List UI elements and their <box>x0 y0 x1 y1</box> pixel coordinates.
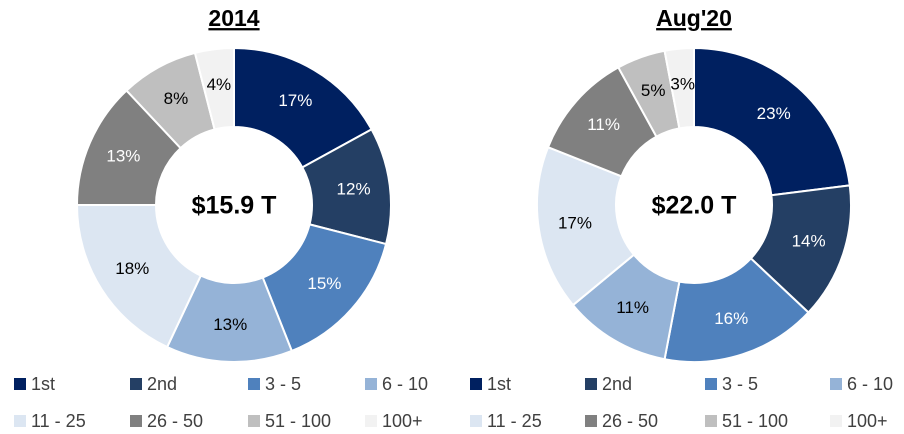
slice-label: 17% <box>278 91 312 110</box>
slice <box>233 46 373 169</box>
slice-label: 17% <box>558 213 592 232</box>
slice <box>693 46 851 197</box>
legend-label: 1st <box>487 374 511 394</box>
slice-label: 23% <box>757 104 791 123</box>
legend-swatch <box>470 378 482 390</box>
legend-label: 6 - 10 <box>847 374 893 394</box>
legend-swatch <box>830 415 842 427</box>
center-label: $22.0 T <box>652 192 737 220</box>
legend-label: 11 - 25 <box>487 411 542 431</box>
slice-label: 16% <box>714 309 748 328</box>
legend-swatch <box>365 415 377 427</box>
legend-swatch <box>585 378 597 390</box>
legend-label: 1st <box>31 374 55 394</box>
slice-label: 8% <box>164 89 189 108</box>
slice-label: 18% <box>115 259 149 278</box>
legend-swatch <box>130 378 142 390</box>
legend-swatch <box>705 378 717 390</box>
legend-swatch <box>365 378 377 390</box>
center-label: $15.9 T <box>192 192 277 220</box>
legend-label: 3 - 5 <box>722 374 758 394</box>
legend-swatch <box>14 415 26 427</box>
slice <box>663 46 695 130</box>
slice <box>261 223 388 353</box>
slice-label: 11% <box>587 115 620 134</box>
slice-label: 13% <box>213 315 247 334</box>
chart-title: Aug'20 <box>656 5 732 31</box>
legend-swatch <box>470 415 482 427</box>
slice-label: 3% <box>670 75 695 94</box>
legend-swatch <box>830 378 842 390</box>
legend-label: 6 - 10 <box>382 374 428 394</box>
legend-swatch <box>130 415 142 427</box>
slice-label: 13% <box>106 147 140 166</box>
chart-title: 2014 <box>208 5 259 31</box>
legend-label: 51 - 100 <box>722 411 788 431</box>
legend-label: 100+ <box>847 411 888 431</box>
legend-label: 26 - 50 <box>147 411 203 431</box>
legend-swatch <box>248 378 260 390</box>
legend-swatch <box>248 415 260 427</box>
legend-swatch <box>14 378 26 390</box>
slice-label: 5% <box>641 81 666 100</box>
legend-swatch <box>705 415 717 427</box>
slice-label: 15% <box>307 274 341 293</box>
slice-label: 4% <box>207 75 232 94</box>
legend-label: 51 - 100 <box>265 411 331 431</box>
slice <box>663 256 810 363</box>
legend-label: 2nd <box>602 374 632 394</box>
legend-label: 100+ <box>382 411 423 431</box>
slice <box>536 145 636 307</box>
legend-swatch <box>585 415 597 427</box>
slice <box>75 204 203 349</box>
legend-label: 2nd <box>147 374 177 394</box>
legend-label: 11 - 25 <box>31 411 86 431</box>
legend-label: 26 - 50 <box>602 411 658 431</box>
slice-label: 12% <box>337 179 371 198</box>
slice-label: 11% <box>616 298 649 317</box>
legend-label: 3 - 5 <box>265 374 301 394</box>
slice-label: 14% <box>792 232 826 251</box>
slice <box>193 46 235 131</box>
